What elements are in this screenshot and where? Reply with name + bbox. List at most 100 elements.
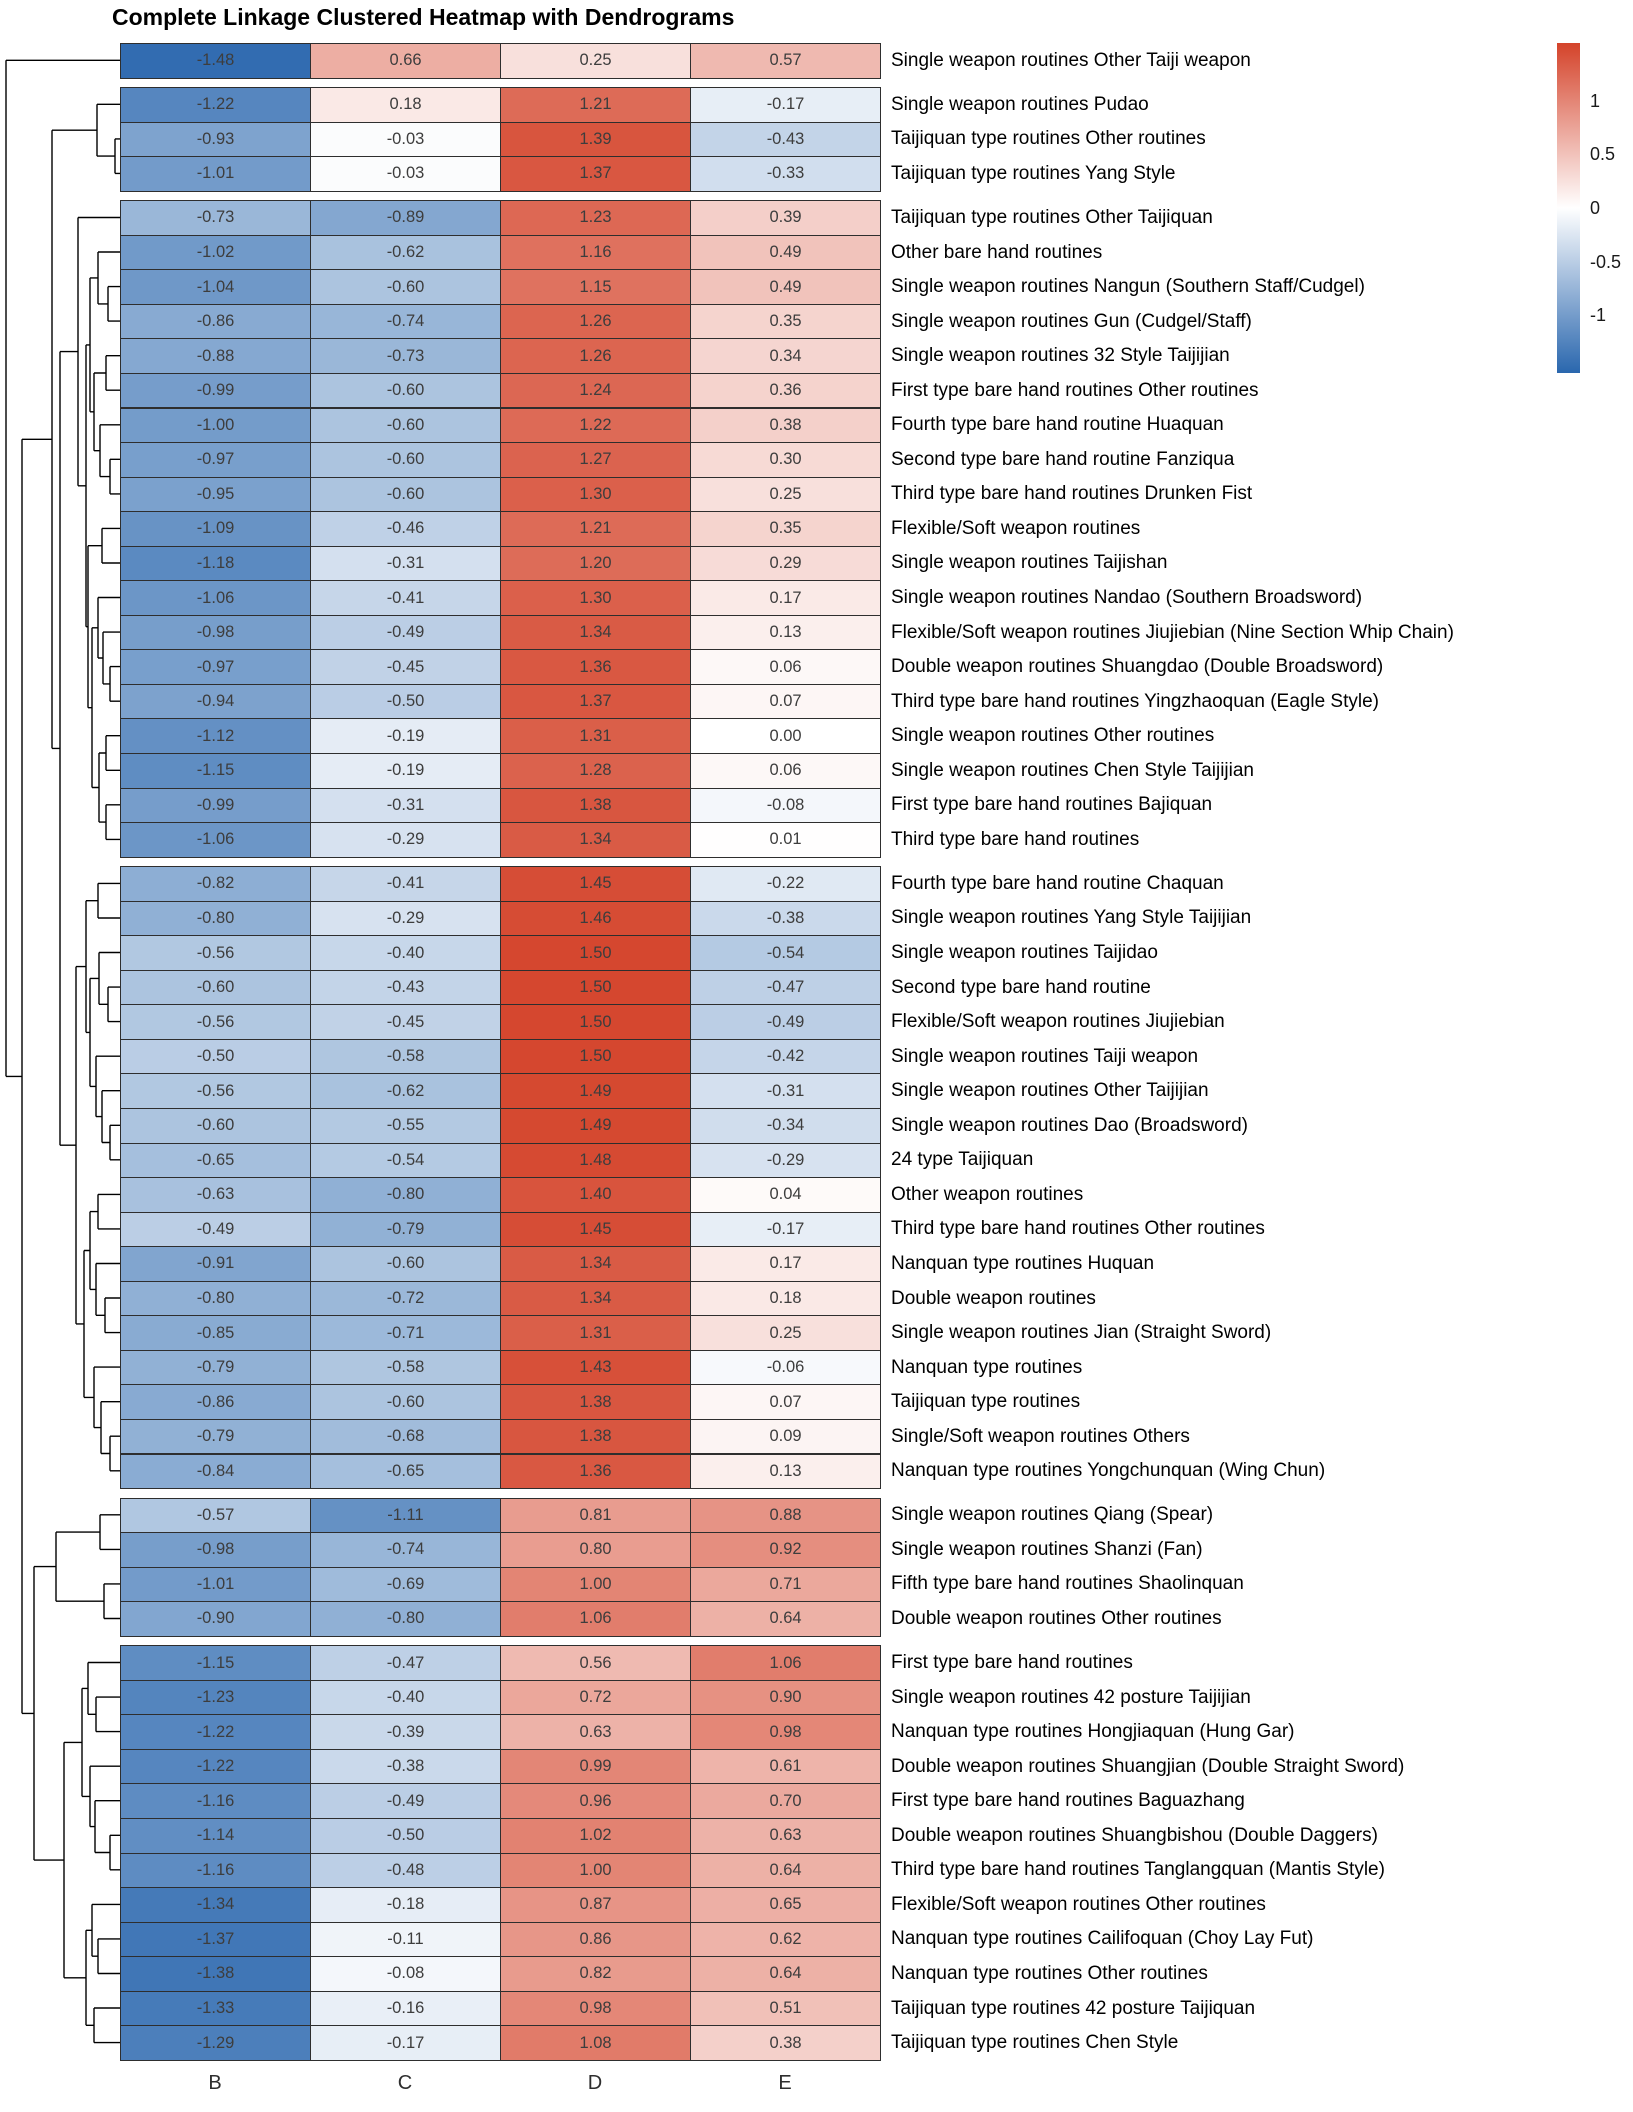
heatmap-cell: -0.72 <box>310 1280 501 1317</box>
heatmap-cell: 0.17 <box>690 1246 881 1282</box>
heatmap-cell: -0.49 <box>690 1004 881 1040</box>
row-label: Single weapon routines Jian (Straight Sw… <box>891 1322 1272 1344</box>
heatmap-cell: 0.64 <box>690 1956 881 1992</box>
row-label: Single weapon routines Taijishan <box>891 552 1168 574</box>
heatmap-cell: 0.09 <box>690 1418 881 1455</box>
heatmap-cell: 1.00 <box>500 1852 691 1889</box>
heatmap-cell: -0.71 <box>310 1315 501 1351</box>
heatmap-cell: -1.22 <box>120 1714 311 1750</box>
heatmap-cell: -0.60 <box>310 1384 501 1420</box>
heatmap-cell: 0.70 <box>690 1783 881 1819</box>
heatmap-cell: -0.60 <box>310 476 501 513</box>
heatmap-cell: -0.73 <box>120 200 311 236</box>
heatmap-cell: 0.65 <box>690 1887 881 1923</box>
row-label: Third type bare hand routines Yingzhaoqu… <box>891 690 1379 712</box>
heatmap-cell: -0.11 <box>310 1921 501 1958</box>
heatmap-cell: -0.60 <box>310 372 501 409</box>
row-label: Taijiquan type routines 42 posture Taiji… <box>891 1997 1256 2019</box>
heatmap-cell: -1.16 <box>120 1852 311 1889</box>
row-label: Nanquan type routines Other routines <box>891 1962 1208 1984</box>
heatmap-cell: -0.95 <box>120 476 311 513</box>
heatmap-cell: -0.55 <box>310 1108 501 1144</box>
heatmap-cell: -0.84 <box>120 1453 311 1490</box>
colorbar-tick-label: -0.5 <box>1590 251 1622 272</box>
heatmap-cell: 1.49 <box>500 1073 691 1109</box>
row-label: Single weapon routines Dao (Broadsword) <box>891 1114 1248 1136</box>
heatmap-cell: -0.40 <box>310 935 501 971</box>
heatmap-cell: 1.48 <box>500 1142 691 1179</box>
heatmap-cell: 0.57 <box>690 43 881 79</box>
heatmap-cell: 0.25 <box>690 1315 881 1351</box>
heatmap-cell: -0.42 <box>690 1038 881 1075</box>
row-label: Third type bare hand routines Drunken Fi… <box>891 483 1253 505</box>
row-label: Single weapon routines Gun (Cudgel/Staff… <box>891 310 1252 332</box>
heatmap-cell: -0.62 <box>310 1073 501 1109</box>
heatmap-cell: 1.16 <box>500 234 691 271</box>
heatmap-cell: -0.82 <box>120 866 311 902</box>
heatmap-cell: -0.34 <box>690 1108 881 1144</box>
heatmap-cell: -1.06 <box>120 580 311 616</box>
row-label: Fifth type bare hand routines Shaolinqua… <box>891 1573 1244 1595</box>
heatmap-cell: -0.79 <box>120 1418 311 1455</box>
heatmap-cell: 0.99 <box>500 1748 691 1785</box>
heatmap-cell: 0.18 <box>690 1280 881 1317</box>
heatmap-cell: 0.66 <box>310 43 501 79</box>
heatmap-cell: -1.23 <box>120 1679 311 1716</box>
heatmap-cell: 1.45 <box>500 866 691 902</box>
heatmap-cell: 0.80 <box>500 1532 691 1568</box>
row-label: First type bare hand routines Other rout… <box>891 379 1259 401</box>
heatmap-cell: 0.63 <box>500 1714 691 1750</box>
heatmap-cell: 1.26 <box>500 338 691 374</box>
heatmap-cell: -0.60 <box>310 1246 501 1282</box>
heatmap-cell: 1.02 <box>500 1818 691 1854</box>
heatmap-cell: 0.81 <box>500 1497 691 1534</box>
heatmap-cell: 0.36 <box>690 372 881 409</box>
heatmap-cell: 0.88 <box>690 1497 881 1534</box>
heatmap-cell: -1.38 <box>120 1956 311 1992</box>
heatmap-cell: -0.39 <box>310 1714 501 1750</box>
heatmap-cell: -0.43 <box>310 969 501 1006</box>
row-label: Third type bare hand routines <box>891 828 1140 850</box>
heatmap-cell: 0.63 <box>690 1818 881 1854</box>
heatmap-cell: -1.48 <box>120 43 311 79</box>
heatmap-cell: -0.69 <box>310 1566 501 1603</box>
heatmap-cell: -0.43 <box>690 121 881 158</box>
heatmap-cell: -1.37 <box>120 1921 311 1958</box>
colorbar-tick-label: 0 <box>1590 198 1601 218</box>
heatmap-cell: 1.43 <box>500 1349 691 1386</box>
heatmap-cell: 1.06 <box>500 1601 691 1637</box>
row-label: 24 type Taijiquan <box>891 1149 1034 1171</box>
row-label: Third type bare hand routines Other rout… <box>891 1218 1265 1240</box>
heatmap-cell: 0.35 <box>690 303 881 340</box>
heatmap-cell: 1.06 <box>690 1645 881 1681</box>
row-label: Second type bare hand routine Fanziqua <box>891 448 1235 470</box>
heatmap-cell: -0.16 <box>310 1990 501 2027</box>
heatmap-cell: -0.08 <box>310 1956 501 1992</box>
heatmap-cell: -0.89 <box>310 200 501 236</box>
heatmap-cell: 1.24 <box>500 372 691 409</box>
row-label: Flexible/Soft weapon routines <box>891 517 1141 539</box>
heatmap-cell: 1.22 <box>500 407 691 444</box>
colorbar-gradient <box>1557 43 1580 373</box>
column-axis-label: D <box>587 2072 603 2094</box>
heatmap-cell: -0.56 <box>120 935 311 971</box>
heatmap-cell: 0.29 <box>690 545 881 582</box>
heatmap-cell: -1.01 <box>120 1566 311 1603</box>
heatmap-cell: -0.93 <box>120 121 311 158</box>
heatmap-cell: -0.54 <box>690 935 881 971</box>
heatmap-cell: -1.15 <box>120 753 311 789</box>
heatmap-cell: 1.31 <box>500 1315 691 1351</box>
heatmap-cell: -0.29 <box>690 1142 881 1179</box>
heatmap-cell: 1.39 <box>500 121 691 158</box>
heatmap-cell: -0.19 <box>310 718 501 754</box>
heatmap-cell: -1.15 <box>120 1645 311 1681</box>
heatmap-cell: 1.36 <box>500 1453 691 1490</box>
row-label: Single weapon routines 32 Style Taijijia… <box>891 345 1230 367</box>
heatmap-cell: -0.17 <box>310 2025 501 2061</box>
heatmap-cell: 1.00 <box>500 1566 691 1603</box>
heatmap-cell: 1.36 <box>500 649 691 685</box>
heatmap-cell: 1.34 <box>500 822 691 858</box>
heatmap-cell: 1.15 <box>500 269 691 305</box>
heatmap-cell: -0.54 <box>310 1142 501 1179</box>
